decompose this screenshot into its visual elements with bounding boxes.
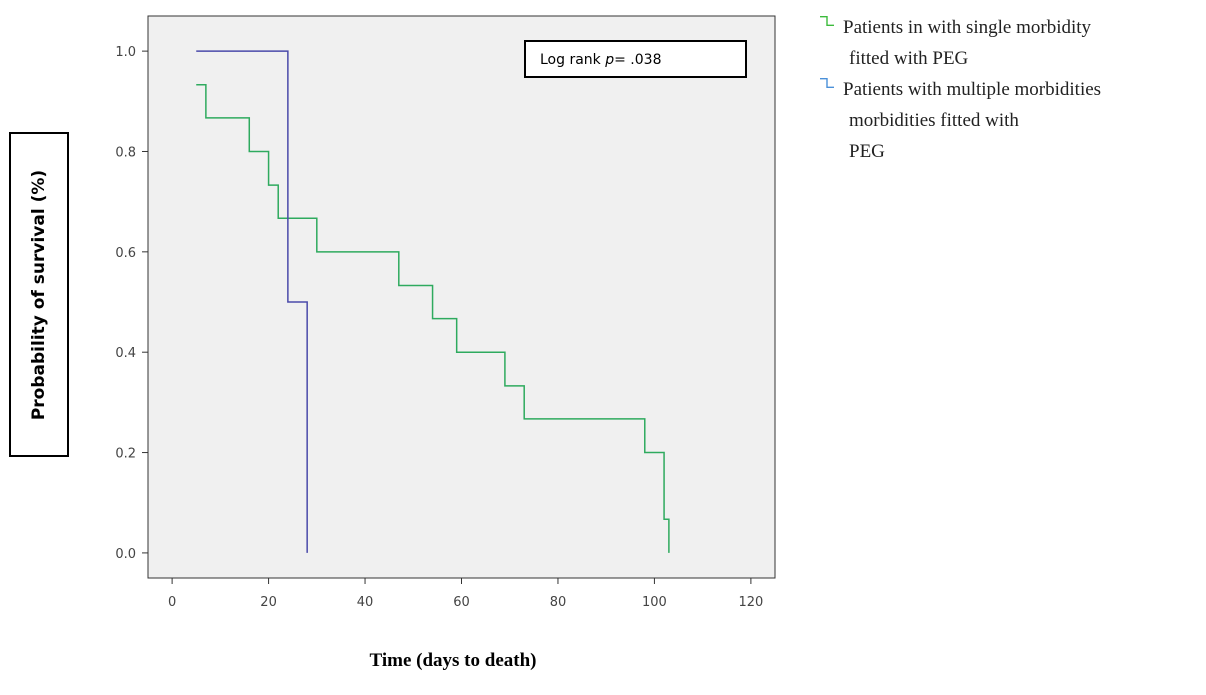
log-rank-suffix: = .038 [614, 52, 662, 68]
log-rank-text: Log rank p= .038 [540, 52, 661, 68]
y-tick-label-5: 1.0 [115, 45, 136, 60]
y-tick-label-2: 0.4 [115, 346, 136, 361]
legend-symbol-single [820, 16, 834, 26]
legend-single-line-1: Patients in with single morbidity [843, 17, 1092, 38]
y-tick-label-1: 0.2 [115, 447, 136, 462]
x-axis-label: Time (days to death) [369, 650, 537, 671]
x-tick-label-0: 0 [168, 595, 176, 610]
legend-item-multiple-morbidities: Patients with multiple morbidities morbi… [818, 74, 1101, 167]
series-line-1 [196, 50, 308, 553]
legend-symbol-multiple [820, 78, 834, 88]
legend-symbol-multiple-line [820, 78, 834, 88]
plot-area [147, 15, 776, 579]
y-axis-label: Probability of survival (%) [29, 169, 49, 420]
legend: Patients in with single morbidity fitted… [818, 12, 1101, 167]
series-line-0 [196, 83, 670, 553]
x-tick-label-4: 80 [550, 595, 567, 610]
legend-multiple-line-1: Patients with multiple morbidities [843, 79, 1102, 100]
legend-single-line-2: fitted with PEG [849, 48, 969, 69]
legend-multiple-line-2: morbidities fitted with [849, 110, 1019, 131]
y-tick-label-4: 0.8 [115, 145, 136, 160]
log-rank-prefix: Log rank [540, 52, 606, 68]
legend-item-single-morbidity: Patients in with single morbidity fitted… [818, 12, 1101, 74]
y-tick-label-3: 0.6 [115, 246, 136, 261]
log-rank-annotation: Log rank p= .038 [524, 40, 747, 78]
y-tick-label-0: 0.0 [115, 547, 136, 562]
x-tick-label-1: 20 [260, 595, 277, 610]
log-rank-p: p [605, 52, 615, 68]
y-axis-label-box: Probability of survival (%) [9, 132, 69, 457]
x-tick-label-6: 120 [738, 595, 763, 610]
legend-multiple-line-3: PEG [849, 141, 885, 162]
x-tick-label-2: 40 [357, 595, 374, 610]
x-tick-label-5: 100 [642, 595, 667, 610]
x-tick-label-3: 60 [453, 595, 470, 610]
legend-symbol-single-line [820, 16, 834, 26]
